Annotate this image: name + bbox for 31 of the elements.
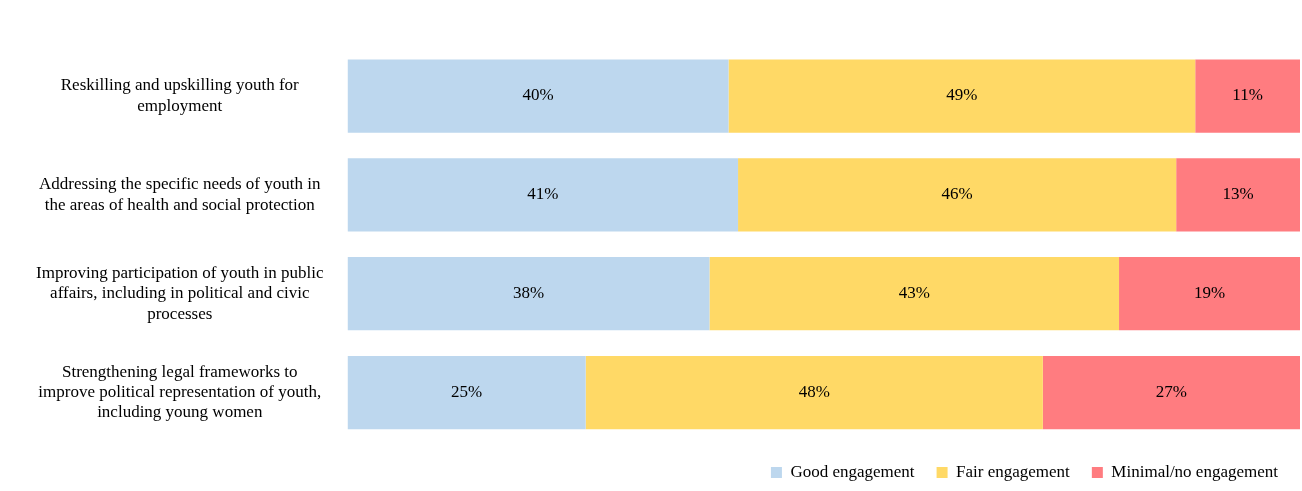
y-tick-label: Reskilling and upskilling youth for employment bbox=[60, 75, 300, 115]
bar bbox=[1119, 257, 1300, 331]
data-label: 41% bbox=[527, 184, 559, 204]
y-tick-label: Strengthening legal frameworks to improve political representation of youth, including young women bbox=[38, 361, 322, 422]
data-label: 19% bbox=[1193, 283, 1226, 303]
data-label: 13% bbox=[1222, 184, 1254, 204]
legend-label: Good engagement bbox=[790, 461, 915, 481]
data-label: 48% bbox=[798, 382, 830, 402]
legend-label: Minimal/no engagement bbox=[1111, 461, 1279, 481]
data-label: 25% bbox=[451, 382, 483, 402]
bar bbox=[1195, 59, 1300, 133]
data-label: 27% bbox=[1155, 382, 1187, 402]
bar bbox=[347, 59, 729, 133]
y-tick-label: Addressing the specific needs of youth in the areas of health and social protection bbox=[39, 174, 321, 214]
bar bbox=[709, 257, 1120, 331]
data-label: 40% bbox=[522, 85, 554, 105]
bar bbox=[1042, 355, 1300, 430]
bar bbox=[738, 158, 1177, 232]
legend-label: Fair engagement bbox=[956, 461, 1071, 481]
bar bbox=[1176, 158, 1300, 232]
data-label: 38% bbox=[512, 283, 545, 303]
bar bbox=[728, 59, 1196, 133]
data-label: 49% bbox=[946, 85, 978, 105]
data-label: 43% bbox=[898, 283, 930, 303]
y-tick-label: Improving participation of youth in public affairs, including in political and civic processes bbox=[36, 262, 324, 323]
data-label: 46% bbox=[941, 184, 973, 204]
bar bbox=[347, 355, 586, 430]
bar bbox=[585, 355, 1043, 430]
bar bbox=[347, 257, 710, 331]
bar bbox=[347, 158, 739, 232]
data-label: 11% bbox=[1232, 85, 1263, 105]
